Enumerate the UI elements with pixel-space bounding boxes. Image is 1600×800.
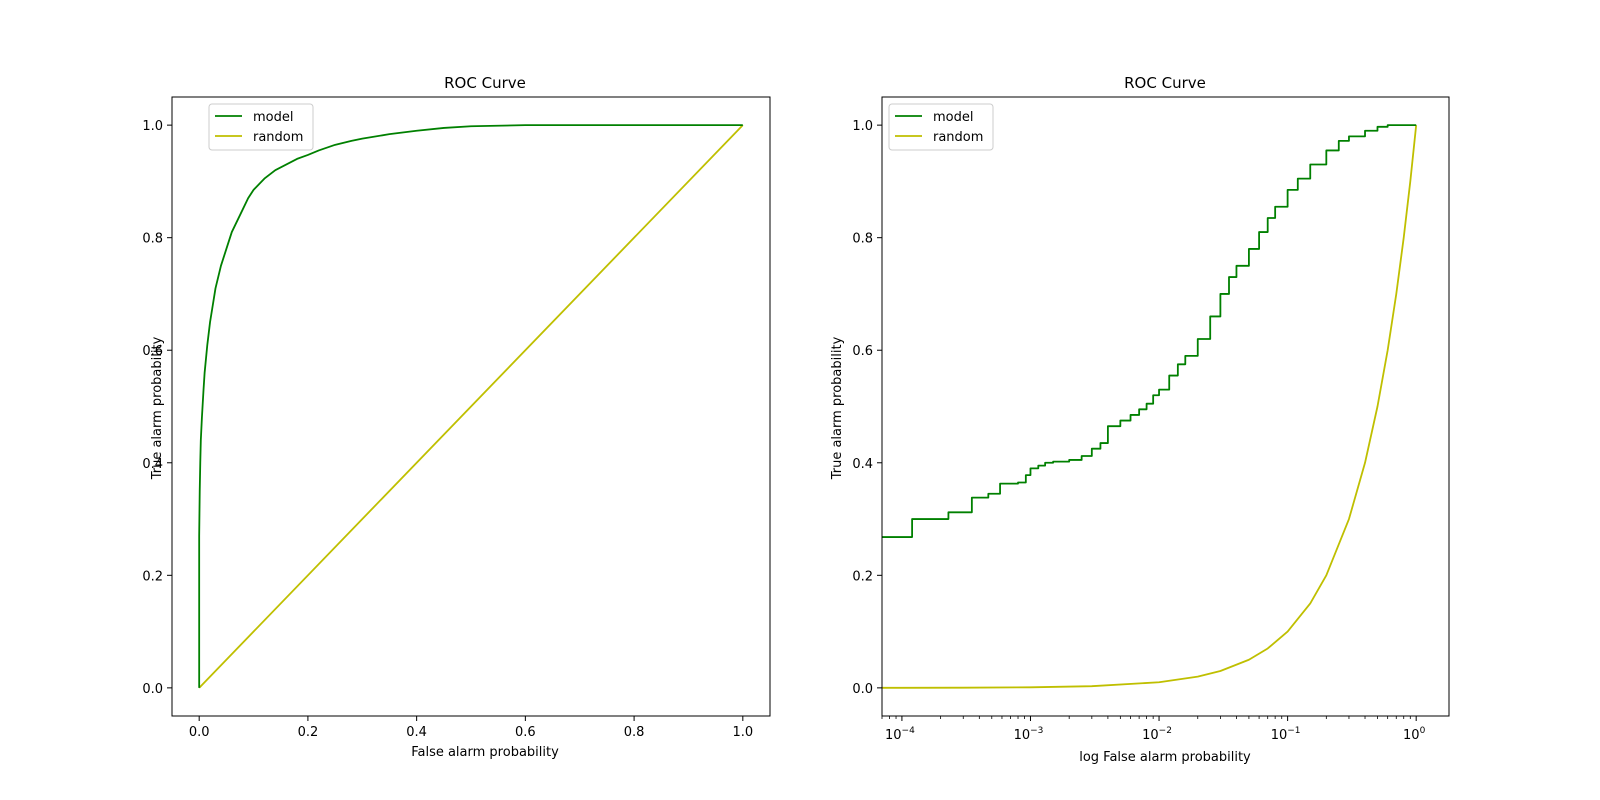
x-tick-label: 0.4 — [406, 725, 427, 740]
x-tick-label: 1.0 — [732, 725, 753, 740]
x-tick-label: 100 — [1403, 726, 1426, 743]
y-axis-label: True alarm probability — [150, 336, 165, 480]
y-tick-label: 0.2 — [852, 569, 873, 584]
axes-frame — [171, 96, 771, 717]
y-tick-label: 0.2 — [142, 569, 163, 584]
x-tick-label: 10−4 — [885, 726, 915, 743]
series-group — [882, 124, 1418, 689]
y-tick-label: 0.0 — [142, 682, 163, 697]
x-tick-label: 0.8 — [624, 725, 645, 740]
series-line-random — [882, 125, 1418, 689]
y-tick-label: 0.0 — [852, 682, 873, 697]
y-axis-label: True alarm probability — [830, 336, 845, 480]
x-tick-label: 0.0 — [189, 725, 210, 740]
chart-title: ROC Curve — [1124, 74, 1206, 92]
chart-linear-roc: ROC Curve 0.0 0.2 0.4 0.6 0.8 1.0 0.0 0.2 0.4 0.6… — [142, 74, 771, 760]
y-tick-label: 0.6 — [142, 344, 163, 359]
series-line-model — [198, 124, 743, 688]
y-tick-label: 0.4 — [142, 457, 163, 472]
x-axis-label: False alarm probability — [411, 745, 559, 760]
series-line-model — [882, 124, 1417, 538]
legend-label-model: model — [253, 110, 293, 125]
series-line-random — [198, 124, 744, 689]
y-tick-label: 1.0 — [852, 119, 873, 134]
plot-area — [198, 124, 744, 689]
legend: model random — [888, 103, 994, 151]
chart-title: ROC Curve — [444, 74, 526, 92]
legend-label-random: random — [253, 130, 303, 145]
axes: 0.0 0.2 0.4 0.6 0.8 1.0 10−4 10−3 10−2 10−1 100 — [852, 96, 1450, 743]
legend-label-model: model — [933, 110, 973, 125]
y-tick-label: 0.6 — [852, 344, 873, 359]
axes-frame — [881, 96, 1450, 717]
x-tick-label: 10−3 — [1014, 726, 1044, 743]
x-tick-label: 10−2 — [1142, 726, 1172, 743]
axes: 0.0 0.2 0.4 0.6 0.8 1.0 0.0 0.2 0.4 0.6 0.8 1.0 — [142, 96, 771, 740]
y-tick-label: 1.0 — [142, 119, 163, 134]
y-tick-label: 0.4 — [852, 457, 873, 472]
legend-label-random: random — [933, 130, 983, 145]
plot-area — [882, 124, 1418, 689]
chart-log-roc: ROC Curve 0.0 0.2 0.4 0.6 0.8 1.0 10−4 10−3 10−2… — [830, 74, 1450, 765]
x-tick-label: 0.6 — [515, 725, 536, 740]
y-tick-label: 0.8 — [142, 232, 163, 247]
y-tick-label: 0.8 — [852, 232, 873, 247]
legend: model random — [208, 103, 314, 151]
series-group — [198, 124, 744, 689]
x-tick-label: 10−1 — [1271, 726, 1301, 743]
x-axis-label: log False alarm probability — [1079, 750, 1251, 765]
x-tick-label: 0.2 — [298, 725, 319, 740]
